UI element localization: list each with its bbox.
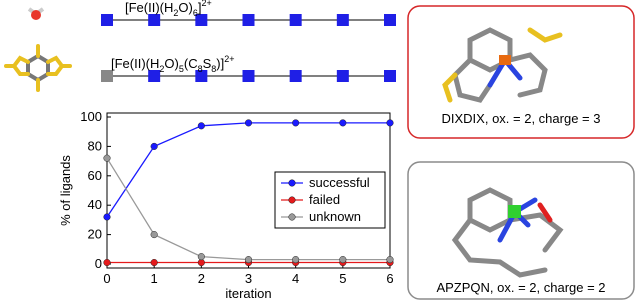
formula-part: 6 <box>193 8 198 18</box>
status-square <box>148 14 161 26</box>
y-tick-label: 40 <box>88 197 102 212</box>
panel-caption: DIXDIX, ox. = 2, charge = 3 <box>442 111 601 126</box>
status-square <box>289 70 302 82</box>
data-point <box>150 258 158 267</box>
formula-part: S <box>203 56 212 71</box>
data-point <box>386 256 394 264</box>
formula-part: 5 <box>179 64 184 74</box>
y-tick-label: 100 <box>80 109 102 124</box>
y-tick-label: 60 <box>88 168 102 183</box>
legend-label: successful <box>309 175 370 190</box>
formula-part: )] <box>216 56 224 71</box>
formula-part: [Fe(II)(H <box>111 56 159 71</box>
formula-part: 8 <box>198 64 203 74</box>
status-square <box>195 14 208 26</box>
water-icon <box>27 7 45 20</box>
panel-frame <box>407 161 635 300</box>
status-square <box>336 14 349 26</box>
data-point <box>339 256 347 264</box>
status-square <box>242 14 255 26</box>
formula-part: (C <box>184 56 198 71</box>
ligand-icon <box>4 44 72 92</box>
legend-marker <box>288 196 296 204</box>
x-tick-label: 4 <box>292 271 299 286</box>
formula-part: 2 <box>173 8 178 18</box>
x-tick-label: 0 <box>103 271 110 286</box>
molecule-2 <box>451 187 564 278</box>
status-square <box>101 14 113 26</box>
data-point <box>103 258 111 267</box>
data-point <box>197 122 205 130</box>
data-point <box>244 256 253 264</box>
formula-part: ] <box>198 0 202 15</box>
data-point <box>197 258 205 267</box>
formula-part: 2 <box>159 64 164 74</box>
status-square <box>242 70 255 82</box>
x-tick-label: 2 <box>198 271 205 286</box>
data-point <box>103 213 111 221</box>
data-point <box>292 256 300 264</box>
status-square <box>148 70 161 82</box>
x-tick-label: 3 <box>245 271 252 286</box>
status-square <box>195 70 208 82</box>
status-square <box>289 14 302 26</box>
x-tick-label: 1 <box>151 271 158 286</box>
status-square <box>336 70 349 82</box>
panel-caption: APZPQN, ox. = 2, charge = 2 <box>436 280 605 295</box>
y-tick-label: 0 <box>95 256 102 271</box>
formula-part: 8 <box>211 64 216 74</box>
status-square <box>384 14 396 26</box>
data-point <box>197 253 205 261</box>
x-tick-label: 6 <box>386 271 393 286</box>
data-point <box>386 119 394 127</box>
x-axis-label: iteration <box>225 286 271 301</box>
formula-part: O) <box>164 56 178 71</box>
data-point <box>292 119 300 127</box>
y-axis-label: % of ligands <box>58 155 73 226</box>
x-tick-label: 5 <box>339 271 346 286</box>
y-tick-label: 20 <box>88 227 102 242</box>
data-point <box>150 231 158 239</box>
formula: [Fe(II)(H2O)5(C8S8)]2+ <box>111 54 235 74</box>
legend-marker <box>288 213 296 221</box>
legend-marker <box>288 179 296 187</box>
data-point <box>339 119 347 127</box>
data-point <box>103 154 111 162</box>
data-point <box>244 119 253 127</box>
status-square <box>101 70 113 82</box>
panel-frame <box>407 5 635 139</box>
formula-part: O) <box>178 0 192 15</box>
legend-label: failed <box>309 192 340 207</box>
formula-part: 2+ <box>202 0 212 8</box>
formula-part: [Fe(II)(H <box>125 0 173 15</box>
y-tick-label: 80 <box>88 138 102 153</box>
status-square <box>384 70 396 82</box>
molecule-1 <box>442 27 563 103</box>
formula-part: 2+ <box>224 54 234 64</box>
legend-label: unknown <box>309 209 361 224</box>
formula: [Fe(II)(H2O)6]2+ <box>125 0 212 18</box>
data-point <box>150 142 158 150</box>
